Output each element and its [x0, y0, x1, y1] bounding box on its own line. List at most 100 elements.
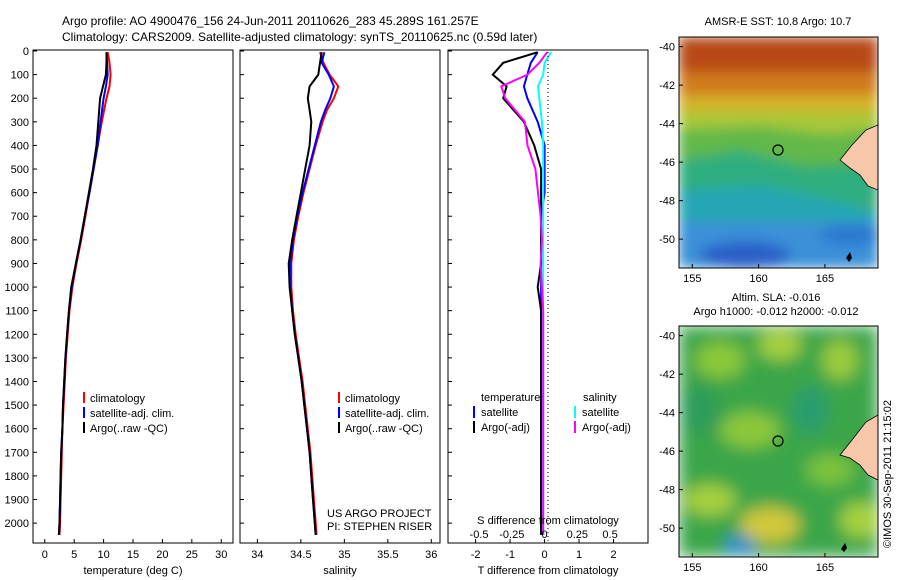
map-y-tick-label: -44	[659, 119, 675, 131]
difference-panel-frame	[447, 49, 649, 544]
sst-map-axes: 155 160 165 -40 -42 -44 -46 -48 -50	[659, 42, 834, 285]
depth-tick-label: 1100	[5, 306, 29, 318]
x-tick-label: 34	[251, 549, 263, 561]
map-x-tick-label: 155	[683, 562, 701, 574]
depth-tick-label: 700	[11, 211, 29, 223]
depth-tick-label: 2000	[5, 518, 29, 530]
sla-map-title-line-1: Altim. SLA: -0.016	[732, 292, 821, 304]
depth-tick-label: 1000	[5, 282, 29, 294]
temperature-panel-frame	[32, 49, 234, 544]
x-tick-label: -2	[471, 549, 481, 561]
map-y-tick-label: -40	[659, 42, 675, 54]
legend-climatology: climatology	[90, 393, 146, 405]
depth-tick-label: 1200	[5, 329, 29, 341]
s-diff-tick-label: 0.25	[567, 529, 588, 541]
legend-temp-argo: Argo(-adj)	[481, 422, 530, 434]
map-x-tick-label: 155	[683, 273, 701, 285]
x-tick-label: 20	[156, 549, 168, 561]
legend-satellite: satellite-adj. clim.	[90, 408, 174, 420]
map-y-tick-label: -44	[659, 408, 675, 420]
map-x-tick-label: 160	[749, 273, 767, 285]
depth-tick-label: 500	[11, 164, 29, 176]
s-diff-tick-label: -0.25	[499, 529, 524, 541]
depth-axis: 0 100 200 300 400 500 600 700 800 900 1000 1100 1200…	[5, 46, 452, 530]
depth-tick-label: 1700	[5, 447, 29, 459]
sla-map	[679, 326, 878, 557]
series-line	[58, 52, 112, 535]
imos-stamp: ©IMOS 30-Sep-2011 21:15:02	[882, 400, 894, 548]
depth-tick-label: 400	[11, 140, 29, 152]
x-tick-label: 35	[338, 549, 350, 561]
series-line	[290, 51, 340, 535]
depth-tick-label: 800	[11, 235, 29, 247]
map-x-tick-label: 165	[816, 562, 834, 574]
legend-argo: Argo(..raw -QC)	[345, 423, 423, 435]
depth-tick-label: 200	[11, 93, 29, 105]
s-diff-tick-label: 0.5	[602, 529, 617, 541]
depth-tick-label: 900	[11, 258, 29, 270]
temperature-profiles	[57, 52, 112, 535]
map-y-tick-label: -40	[659, 331, 675, 343]
salinity-profiles	[287, 51, 340, 535]
x-tick-label: 35.5	[377, 549, 398, 561]
x-tick-label: 30	[215, 549, 227, 561]
series-line	[491, 51, 543, 535]
legend-temp-satellite: satellite	[481, 407, 518, 419]
map-y-tick-label: -48	[659, 485, 675, 497]
depth-tick-label: 1400	[5, 376, 29, 388]
salinity-axis-label: salinity	[323, 565, 357, 577]
x-tick-label: 25	[186, 549, 198, 561]
map-y-tick-label: -46	[659, 446, 675, 458]
difference-legend: temperature satellite Argo(-adj) salinit…	[473, 392, 631, 434]
x-tick-label: 2	[610, 549, 616, 561]
map-y-tick-label: -50	[659, 234, 675, 246]
legend-satellite: satellite-adj. clim.	[345, 408, 429, 420]
series-line	[57, 52, 108, 535]
temperature-axis-label: temperature (deg C)	[83, 565, 182, 577]
x-tick-label: 0	[541, 549, 547, 561]
legend-sal-satellite: satellite	[582, 407, 619, 419]
depth-tick-label: 1900	[5, 495, 29, 507]
x-tick-label: 0	[42, 549, 48, 561]
s-diff-tick-label: 0	[541, 529, 547, 541]
argo-float-marker	[772, 144, 784, 156]
x-tick-label: 5	[71, 549, 77, 561]
depth-tick-label: 600	[11, 188, 29, 200]
x-tick-label: 15	[127, 549, 139, 561]
sst-map-frame	[678, 36, 879, 269]
sst-map	[679, 37, 878, 268]
map-y-tick-label: -46	[659, 157, 675, 169]
x-tick-label: 10	[97, 549, 109, 561]
sla-map-axes: 155 160 165 -40 -42 -44 -46 -48 -50	[659, 331, 834, 574]
map-y-tick-label: -42	[659, 80, 675, 92]
series-line	[536, 51, 552, 535]
x-tick-label: 34.5	[290, 549, 311, 561]
depth-tick-label: 1800	[5, 471, 29, 483]
map-x-tick-label: 160	[749, 562, 767, 574]
sst-map-title: AMSR-E SST: 10.8 Argo: 10.7	[705, 16, 852, 28]
x-tick-label: 1	[576, 549, 582, 561]
depth-tick-label: 300	[11, 117, 29, 129]
legend-climatology: climatology	[345, 393, 401, 405]
legend-temperature-heading: temperature	[481, 392, 540, 404]
temperature-legend: climatology satellite-adj. clim. Argo(..…	[83, 392, 174, 435]
series-line	[57, 52, 109, 535]
depth-tick-label: 1500	[5, 400, 29, 412]
legend-argo: Argo(..raw -QC)	[90, 423, 168, 435]
map-x-tick-label: 165	[816, 273, 834, 285]
map-y-tick-label: -50	[659, 523, 675, 535]
legend-sal-argo: Argo(-adj)	[582, 422, 631, 434]
title-line-2: Climatology: CARS2009. Satellite-adjuste…	[62, 30, 537, 44]
series-line	[287, 52, 323, 535]
x-tick-label: -1	[505, 549, 515, 561]
argo-float-marker	[772, 435, 784, 447]
sla-map-title-line-2: Argo h1000: -0.012 h2000: -0.012	[693, 306, 858, 318]
depth-tick-label: 0	[23, 46, 29, 58]
t-difference-axis-label: T difference from climatology	[478, 565, 619, 577]
credit-text: US ARGO PROJECT	[327, 508, 432, 520]
depth-tick-label: 100	[11, 70, 29, 82]
salinity-panel-frame	[239, 49, 441, 544]
s-difference-axis-label: S difference from climatology	[477, 515, 619, 527]
depth-tick-label: 1300	[5, 353, 29, 365]
